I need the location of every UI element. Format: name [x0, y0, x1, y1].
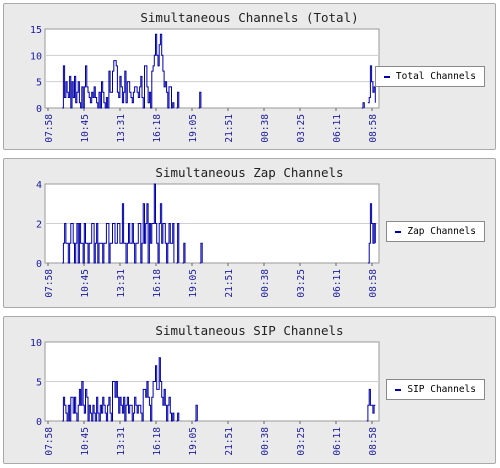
- x-tick-label: 07:58: [44, 427, 55, 456]
- y-tick-label: 0: [36, 104, 42, 115]
- legend-label: SIP Channels: [407, 384, 476, 395]
- x-tick-label: 03:25: [296, 114, 307, 143]
- y-tick-label: 5: [36, 78, 42, 89]
- chart-title: Simultaneous SIP Channels: [155, 323, 344, 338]
- x-tick-label: 19:05: [188, 269, 199, 298]
- legend-swatch: [395, 388, 402, 391]
- chart-title: Simultaneous Channels (Total): [140, 10, 359, 25]
- y-tick-label: 4: [36, 180, 42, 191]
- x-tick-label: 16:18: [152, 114, 163, 143]
- x-tick-label: 19:05: [188, 427, 199, 456]
- legend-swatch: [395, 230, 402, 233]
- x-tick-label: 00:38: [260, 427, 271, 456]
- legend-label: Total Channels: [395, 71, 476, 82]
- x-tick-label: 21:51: [224, 114, 235, 143]
- sip-channels-plot: 0 5 10 07:58 10:45 13:31 16:18 19:05 21:51 00:38 0…: [30, 338, 380, 456]
- x-tick-label: 06:11: [332, 114, 343, 143]
- sip-channels-panel: Simultaneous SIP Channels 0 5 10 07:58 10:45…: [3, 316, 496, 464]
- chart-legend: Zap Channels: [386, 221, 485, 242]
- x-tick-label: 07:58: [44, 269, 55, 298]
- total-channels-panel: Simultaneous Channels (Total) 0 5 10 15 07:5…: [3, 3, 496, 150]
- x-tick-label: 16:18: [152, 269, 163, 298]
- x-tick-label: 10:45: [80, 269, 91, 298]
- x-tick-label: 21:51: [224, 269, 235, 298]
- x-tick-label: 13:31: [116, 269, 127, 298]
- x-tick-label: 08:58: [368, 269, 379, 298]
- legend-label: Zap Channels: [407, 226, 476, 237]
- data-series-line: [62, 33, 376, 109]
- y-tick-label: 10: [30, 51, 42, 62]
- zap-channels-panel: Simultaneous Zap Channels 0 2 4 07:58 10:45 1…: [3, 158, 496, 308]
- x-tick-label: 03:25: [296, 269, 307, 298]
- x-tick-label: 10:45: [80, 114, 91, 143]
- y-tick-label: 15: [30, 25, 42, 36]
- x-tick-label: 06:11: [332, 269, 343, 298]
- x-tick-label: 00:38: [260, 114, 271, 143]
- x-tick-label: 08:58: [368, 114, 379, 143]
- y-tick-label: 5: [36, 378, 42, 389]
- legend-swatch: [383, 75, 390, 78]
- y-tick-label: 10: [30, 338, 42, 349]
- x-tick-label: 00:38: [260, 269, 271, 298]
- x-tick-label: 07:58: [44, 114, 55, 143]
- x-tick-label: 03:25: [296, 427, 307, 456]
- y-tick-label: 0: [36, 259, 42, 270]
- x-tick-label: 19:05: [188, 114, 199, 143]
- x-tick-label: 10:45: [80, 427, 91, 456]
- chart-legend: Total Channels: [374, 66, 485, 87]
- chart-legend: SIP Channels: [386, 379, 485, 400]
- x-tick-label: 13:31: [116, 427, 127, 456]
- y-tick-label: 2: [36, 220, 42, 231]
- y-tick-label: 0: [36, 417, 42, 428]
- x-tick-label: 06:11: [332, 427, 343, 456]
- data-series-line: [62, 183, 376, 264]
- zap-channels-plot: 0 2 4 07:58 10:45 13:31 16:18 19:05 21:51 00:38 03…: [36, 180, 380, 298]
- x-tick-label: 16:18: [152, 427, 163, 456]
- chart-title: Simultaneous Zap Channels: [155, 165, 344, 180]
- x-tick-label: 13:31: [116, 114, 127, 143]
- x-tick-label: 08:58: [368, 427, 379, 456]
- x-tick-label: 21:51: [224, 427, 235, 456]
- data-series-line: [62, 357, 376, 422]
